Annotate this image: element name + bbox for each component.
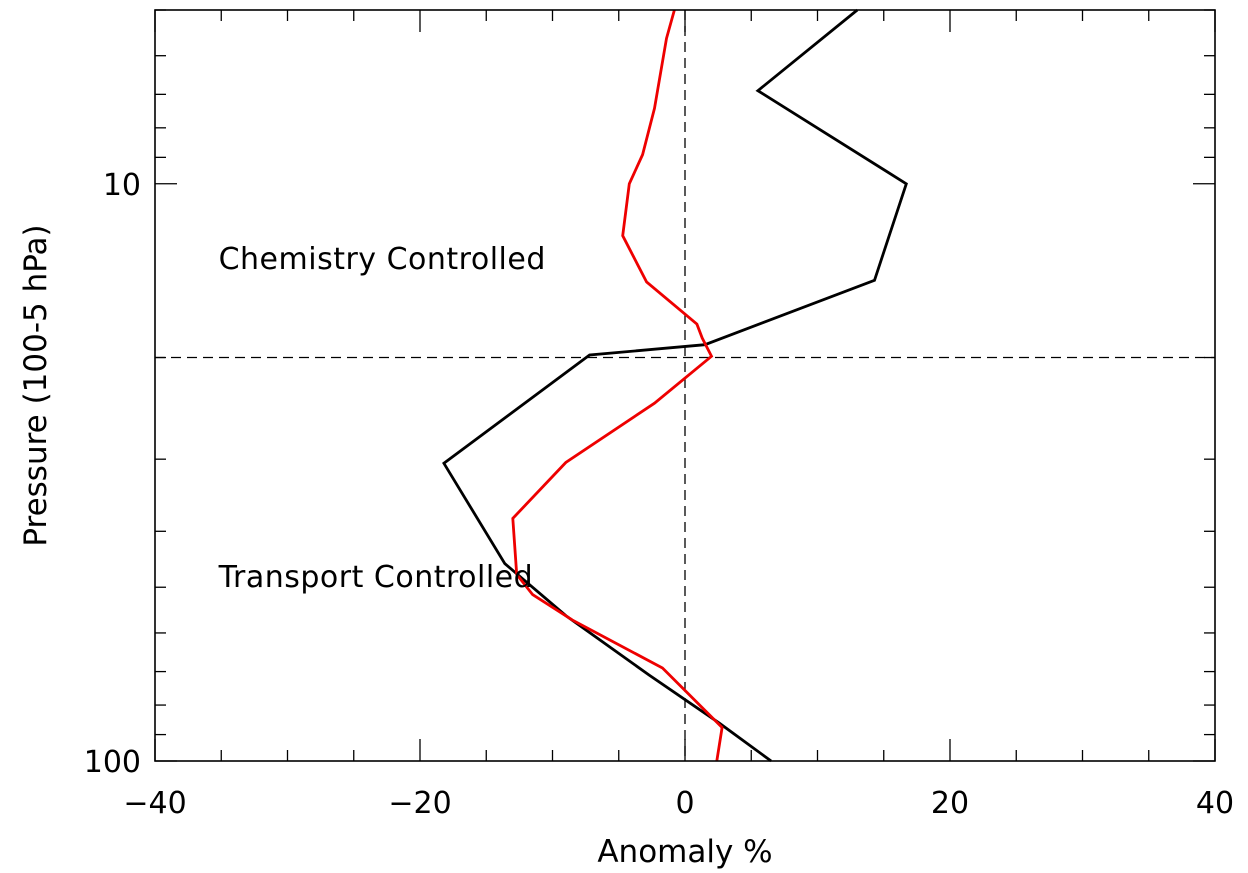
x-tick-label: 0 xyxy=(675,786,694,821)
x-axis-label: Anomaly % xyxy=(597,834,772,870)
reference-lines xyxy=(155,10,1215,761)
annotations: Chemistry Controlled Transport Controlled xyxy=(218,242,546,595)
x-tick-label: 40 xyxy=(1196,786,1234,821)
plot-frame xyxy=(154,9,1216,762)
series-line-1 xyxy=(442,8,908,763)
y-tick-label: 10 xyxy=(103,168,141,203)
x-tick-label: −20 xyxy=(388,786,451,821)
y-tick-label: 100 xyxy=(84,745,141,780)
x-tick-label: 20 xyxy=(931,786,969,821)
series-line-2 xyxy=(511,9,724,762)
series-layer xyxy=(442,8,908,763)
region-annotation-2: Transport Controlled xyxy=(218,560,534,595)
region-annotation-1: Chemistry Controlled xyxy=(219,242,546,277)
tick-labels: −40 −20 0 20 40 10 100 xyxy=(84,168,1234,821)
x-tick-label: −40 xyxy=(123,786,186,821)
y-axis-label: Pressure (100-5 hPa) xyxy=(18,224,54,546)
